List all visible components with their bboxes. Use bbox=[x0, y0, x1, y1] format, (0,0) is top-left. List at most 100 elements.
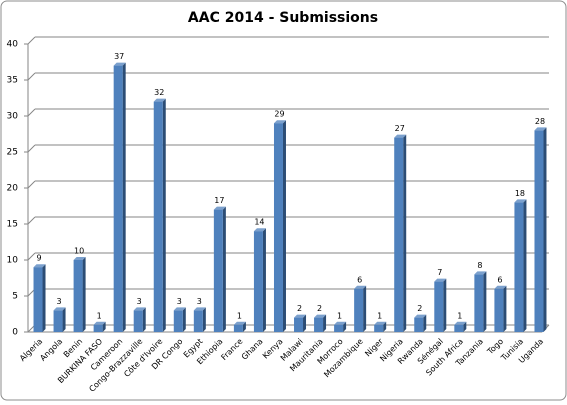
bar bbox=[133, 307, 146, 332]
bar bbox=[354, 285, 367, 332]
bar-top bbox=[354, 285, 367, 289]
bar bbox=[93, 321, 106, 332]
bar-front bbox=[374, 324, 384, 332]
bar-side bbox=[102, 321, 106, 332]
grid-line bbox=[27, 36, 36, 45]
bar-top bbox=[33, 264, 46, 268]
bar bbox=[494, 285, 507, 332]
bar-top bbox=[113, 62, 126, 66]
bar-side bbox=[242, 321, 246, 332]
data-label: 1 bbox=[457, 311, 462, 320]
bar-side bbox=[323, 314, 327, 332]
bar-front bbox=[33, 267, 43, 332]
bar-top bbox=[73, 257, 86, 260]
bar bbox=[273, 120, 286, 332]
data-label: 2 bbox=[417, 304, 422, 313]
grid-line bbox=[27, 108, 36, 117]
data-label: 1 bbox=[237, 311, 242, 320]
bar-side bbox=[122, 62, 126, 332]
grid-line bbox=[27, 144, 36, 153]
bar-front bbox=[494, 288, 504, 332]
bar-side bbox=[222, 206, 226, 332]
bar-top bbox=[233, 321, 246, 325]
bar-side bbox=[363, 285, 367, 332]
bar-top bbox=[494, 285, 507, 289]
bar-top bbox=[314, 314, 327, 318]
bar-front bbox=[454, 324, 464, 332]
data-label: 14 bbox=[254, 218, 264, 227]
bar-front bbox=[273, 123, 283, 332]
bar-side bbox=[423, 314, 427, 332]
bar-front bbox=[354, 288, 364, 332]
bar-top bbox=[414, 314, 427, 318]
bar-top bbox=[514, 199, 527, 203]
bar-side bbox=[202, 307, 206, 332]
bar-top bbox=[394, 134, 407, 138]
bar bbox=[113, 62, 126, 332]
bar-top bbox=[334, 321, 347, 325]
bar-top bbox=[173, 307, 186, 311]
data-label: 1 bbox=[377, 311, 382, 320]
bar-top bbox=[133, 307, 146, 311]
bar-side bbox=[443, 278, 447, 332]
bar-front bbox=[394, 137, 404, 332]
y-tick-label: 35 bbox=[7, 76, 18, 86]
bar-top bbox=[153, 98, 166, 102]
bar-side bbox=[62, 307, 66, 332]
bar bbox=[314, 314, 327, 332]
data-label: 9 bbox=[36, 254, 41, 263]
bar bbox=[173, 307, 186, 332]
bar bbox=[233, 321, 246, 332]
bar-top bbox=[273, 120, 286, 124]
bar-side bbox=[483, 271, 487, 332]
bar-side bbox=[82, 257, 86, 332]
bar-front bbox=[173, 310, 183, 332]
data-label: 27 bbox=[395, 124, 405, 133]
bar bbox=[394, 134, 407, 332]
bar bbox=[73, 257, 86, 332]
bar-front bbox=[93, 324, 103, 332]
chart-title: AAC 2014 - Submissions bbox=[188, 10, 378, 26]
bar-top bbox=[93, 321, 106, 325]
data-label: 3 bbox=[57, 297, 62, 306]
data-label: 6 bbox=[357, 275, 362, 284]
bar-front bbox=[113, 65, 123, 332]
data-label: 1 bbox=[337, 311, 342, 320]
data-label: 18 bbox=[515, 189, 525, 198]
bar bbox=[534, 127, 547, 333]
bar-top bbox=[253, 228, 266, 232]
bar-side bbox=[463, 321, 467, 332]
bar-side bbox=[42, 264, 46, 332]
data-label: 2 bbox=[297, 304, 302, 313]
y-tick-label: 5 bbox=[12, 292, 18, 302]
bar bbox=[153, 98, 166, 332]
bar-side bbox=[403, 134, 407, 332]
bar-front bbox=[53, 310, 63, 332]
bar-side bbox=[282, 120, 286, 332]
data-label: 8 bbox=[477, 261, 482, 270]
grid-line bbox=[27, 252, 36, 261]
bar-front bbox=[133, 310, 143, 332]
bar-front bbox=[253, 231, 263, 332]
bar-front bbox=[514, 202, 524, 332]
bar-top bbox=[213, 206, 226, 210]
bar-top bbox=[374, 321, 387, 325]
bar-top bbox=[474, 271, 487, 275]
data-label: 32 bbox=[154, 88, 164, 97]
bar bbox=[33, 264, 46, 332]
bar-front bbox=[474, 274, 484, 332]
bar-side bbox=[142, 307, 146, 332]
bar bbox=[514, 199, 527, 332]
data-label: 7 bbox=[437, 268, 442, 277]
bar bbox=[53, 307, 66, 332]
data-label: 2 bbox=[317, 304, 322, 313]
bar bbox=[454, 321, 467, 332]
bar-top bbox=[454, 321, 467, 325]
bar-top bbox=[294, 314, 307, 318]
bar-top bbox=[193, 307, 206, 311]
bar-side bbox=[162, 98, 166, 332]
bar bbox=[414, 314, 427, 332]
y-tick-label: 40 bbox=[7, 40, 19, 50]
grid-line bbox=[27, 72, 36, 81]
